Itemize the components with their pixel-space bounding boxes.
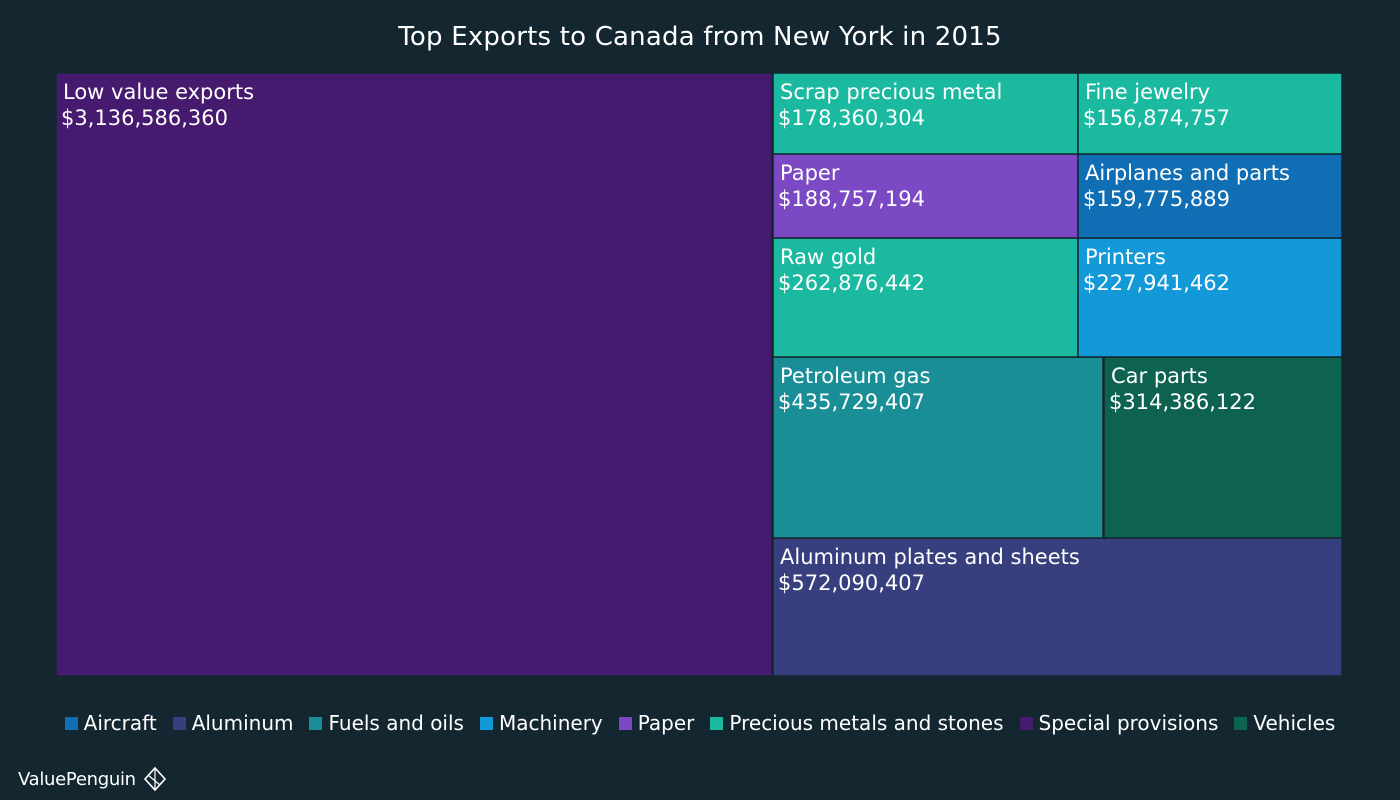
legend-swatch: [64, 716, 78, 730]
tile-value-label: $262,876,442: [778, 271, 925, 295]
treemap-rect: [1077, 237, 1343, 358]
legend-item-aluminum: Aluminum: [172, 711, 294, 735]
legend-label: Precious metals and stones: [729, 711, 1004, 735]
legend-label: Paper: [637, 711, 695, 735]
treemap-tile-airplanes-and-parts: Airplanes and parts$159,775,889: [1077, 153, 1343, 239]
brand-logo: ValuePenguin: [18, 766, 168, 792]
treemap-rect: [1077, 72, 1343, 155]
legend-label: Fuels and oils: [328, 711, 464, 735]
tile-value-label: $572,090,407: [778, 571, 925, 595]
treemap-tile-low-value-exports: Low value exports$3,136,586,360: [55, 72, 773, 677]
chart-legend: Aircraft Aluminum Fuels and oils Machinery P…: [0, 711, 1400, 735]
treemap-tile-printers: Printers$227,941,462: [1077, 237, 1343, 358]
treemap-tile-petroleum-gas: Petroleum gas$435,729,407: [772, 356, 1104, 539]
tile-name-label: Aluminum plates and sheets: [780, 545, 1080, 569]
legend-swatch: [479, 716, 493, 730]
treemap-rect: [55, 72, 773, 677]
tile-name-label: Scrap precious metal: [780, 80, 1002, 104]
legend-item-paper: Paper: [618, 711, 695, 735]
tile-name-label: Petroleum gas: [780, 364, 930, 388]
treemap-tile-paper: Paper$188,757,194: [772, 153, 1079, 239]
legend-swatch: [172, 716, 186, 730]
legend-label: Aircraft: [83, 711, 157, 735]
legend-item-aircraft: Aircraft: [64, 711, 157, 735]
treemap-tile-aluminum-plates-and-sheets: Aluminum plates and sheets$572,090,407: [772, 537, 1343, 677]
treemap-rect: [772, 237, 1079, 358]
legend-item-special-provisions: Special provisions: [1019, 711, 1219, 735]
legend-swatch: [1234, 716, 1248, 730]
legend-label: Vehicles: [1253, 711, 1336, 735]
tile-value-label: $188,757,194: [778, 187, 925, 211]
legend-item-precious-metals-and-stones: Precious metals and stones: [710, 711, 1004, 735]
treemap-rect: [772, 537, 1343, 677]
legend-label: Special provisions: [1038, 711, 1219, 735]
tile-value-label: $156,874,757: [1083, 106, 1230, 130]
legend-swatch: [1019, 716, 1033, 730]
valuepenguin-logo-icon: [143, 766, 166, 792]
treemap-rect: [1077, 153, 1343, 239]
legend-swatch: [710, 716, 724, 730]
tile-value-label: $178,360,304: [778, 106, 925, 130]
tile-value-label: $227,941,462: [1083, 271, 1230, 295]
legend-label: Aluminum: [191, 711, 294, 735]
chart-title: Top Exports to Canada from New York in 2…: [398, 22, 1002, 52]
treemap-tile-fine-jewelry: Fine jewelry$156,874,757: [1077, 72, 1343, 155]
tile-name-label: Airplanes and parts: [1085, 161, 1290, 185]
treemap-rect: [1103, 356, 1343, 539]
tile-name-label: Low value exports: [63, 80, 254, 104]
legend-item-vehicles: Vehicles: [1234, 711, 1335, 735]
legend-swatch: [309, 716, 323, 730]
brand-name: ValuePenguin: [18, 768, 136, 790]
treemap-tile-raw-gold: Raw gold$262,876,442: [772, 237, 1079, 358]
tile-value-label: $159,775,889: [1083, 187, 1230, 211]
legend-item-machinery: Machinery: [479, 711, 603, 735]
tile-name-label: Car parts: [1111, 364, 1208, 388]
treemap-rect: [772, 153, 1079, 239]
treemap-tile-scrap-precious-metal: Scrap precious metal$178,360,304: [772, 72, 1079, 155]
tile-value-label: $314,386,122: [1109, 390, 1256, 414]
tile-name-label: Fine jewelry: [1085, 80, 1210, 104]
tile-name-label: Paper: [780, 161, 840, 185]
tile-value-label: $435,729,407: [778, 390, 925, 414]
legend-swatch: [618, 716, 632, 730]
tile-value-label: $3,136,586,360: [61, 106, 228, 130]
legend-label: Machinery: [498, 711, 603, 735]
treemap-rect: [772, 72, 1079, 155]
tile-name-label: Raw gold: [780, 245, 876, 269]
tile-name-label: Printers: [1085, 245, 1166, 269]
treemap-tile-car-parts: Car parts$314,386,122: [1103, 356, 1343, 539]
legend-item-fuels-and-oils: Fuels and oils: [309, 711, 464, 735]
